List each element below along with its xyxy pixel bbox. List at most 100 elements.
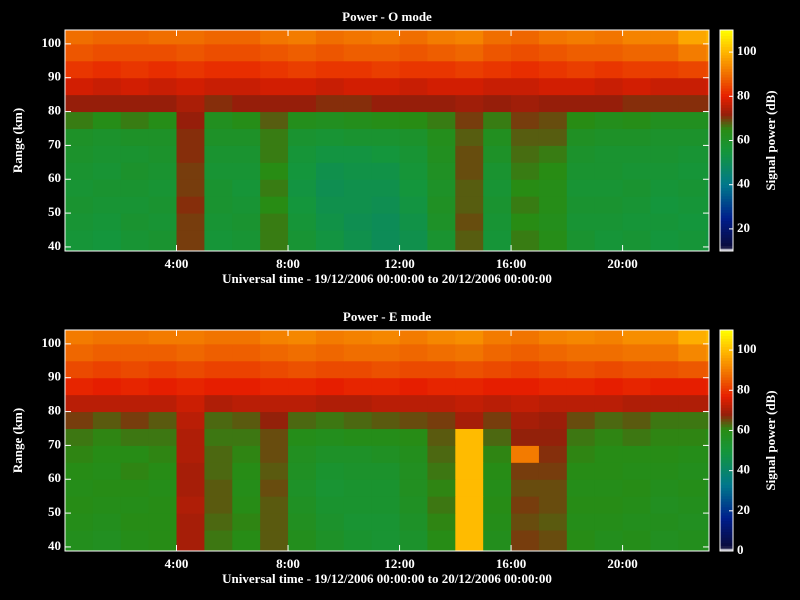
colorbar-segment [720, 379, 733, 383]
heatmap-cell [65, 179, 94, 197]
colorbar-segment [720, 401, 733, 406]
heatmap-cell [678, 77, 707, 96]
colorbar-segment [720, 165, 733, 169]
heatmap-cell [538, 43, 568, 62]
heatmap-cell [650, 145, 679, 163]
colorbar-segment [720, 184, 733, 188]
colorbar-segment [720, 385, 733, 389]
colorbar-segment [720, 112, 733, 117]
y-tick-label: 80 [48, 103, 61, 118]
heatmap-cell [315, 230, 345, 252]
heatmap-cell [650, 462, 679, 480]
heatmap-cell [204, 462, 233, 480]
heatmap-cell [315, 411, 345, 429]
heatmap-cell [92, 360, 122, 379]
heatmap-cell [566, 343, 596, 362]
heatmap-cell [260, 330, 289, 345]
heatmap-cell [288, 428, 317, 446]
heatmap-cell [371, 94, 401, 113]
colorbar-segment [720, 534, 733, 538]
heatmap-cell [371, 60, 401, 79]
heatmap-cell [594, 60, 624, 79]
heatmap-cell [371, 213, 401, 231]
heatmap-cell [92, 411, 122, 429]
heatmap-cell [538, 530, 568, 552]
heatmap-cell [427, 496, 456, 514]
colorbar-segment [720, 93, 733, 97]
y-tick-label: 70 [48, 436, 61, 451]
heatmap-cell [399, 60, 428, 79]
heatmap-cell [455, 43, 484, 62]
heatmap-cell [455, 377, 484, 396]
colorbar-segment [720, 432, 733, 436]
heatmap-cell [148, 179, 178, 197]
heatmap-cell [594, 94, 624, 113]
heatmap-cell [232, 162, 261, 180]
heatmap-cell [511, 360, 540, 379]
heatmap-cell [706, 513, 710, 531]
heatmap-cell [650, 60, 679, 79]
heatmap-cell [455, 77, 484, 96]
colorbar-segment [720, 343, 733, 348]
colorbar-segment [720, 429, 733, 433]
heatmap-cell [399, 213, 428, 231]
colorbar-segment [720, 512, 733, 516]
heatmap-cell [92, 162, 122, 180]
heatmap-cell [176, 30, 205, 45]
heatmap-cell [427, 30, 456, 45]
heatmap-cell [204, 60, 233, 79]
heatmap-cell [399, 377, 428, 396]
heatmap-cell [511, 162, 540, 180]
heatmap-cell [455, 30, 484, 45]
heatmap-cell [622, 179, 651, 197]
heatmap-cell [315, 428, 345, 446]
y-tick-label: 100 [42, 35, 62, 50]
colorbar-segment [720, 542, 733, 546]
y-tick-label: 40 [48, 238, 61, 253]
colorbar-segment [720, 157, 733, 161]
heatmap-cell [176, 128, 205, 146]
heatmap-cell [343, 128, 373, 146]
heatmap-cell [594, 162, 624, 180]
heatmap-cell [594, 343, 624, 362]
heatmap-cell [678, 330, 707, 345]
heatmap-cell [315, 145, 345, 163]
colorbar-segment [720, 354, 733, 359]
heatmap-cell [399, 445, 428, 463]
heatmap-cell [65, 513, 94, 531]
heatmap-cell [399, 196, 428, 214]
heatmap-cell [204, 479, 233, 497]
colorbar-segment [720, 509, 733, 513]
heatmap-cell [92, 479, 122, 497]
heatmap-cell [399, 43, 428, 62]
colorbar-segment [720, 537, 733, 541]
colorbar-segment [720, 148, 733, 153]
heatmap-cell [371, 128, 401, 146]
heatmap-cell [455, 479, 484, 497]
heatmap-cell [343, 428, 373, 446]
heatmap-cell [678, 377, 707, 396]
heatmap-cell [483, 479, 512, 497]
heatmap-cell [706, 179, 710, 197]
heatmap-cell [92, 111, 122, 129]
heatmap-cell [65, 43, 94, 62]
heatmap-cell [650, 179, 679, 197]
heatmap-cell [622, 43, 651, 62]
colorbar-segment [720, 410, 733, 414]
heatmap-cell [483, 330, 512, 345]
colorbar-segment [720, 96, 733, 100]
heatmap-cell [204, 530, 233, 552]
colorbar-segment [720, 365, 733, 370]
colorbar-segment [720, 330, 733, 334]
colorbar-segment [720, 462, 733, 466]
colorbar-label: Signal power (dB) [763, 90, 778, 190]
heatmap-cell [260, 530, 289, 552]
heatmap-cell [371, 530, 401, 552]
heatmap-cell [678, 30, 707, 45]
colorbar-tick-label: 60 [737, 421, 750, 436]
heatmap-cell [288, 128, 317, 146]
heatmap-cell [232, 343, 261, 362]
heatmap-cell [232, 513, 261, 531]
heatmap-cell [315, 360, 345, 379]
heatmap-cell [650, 530, 679, 552]
